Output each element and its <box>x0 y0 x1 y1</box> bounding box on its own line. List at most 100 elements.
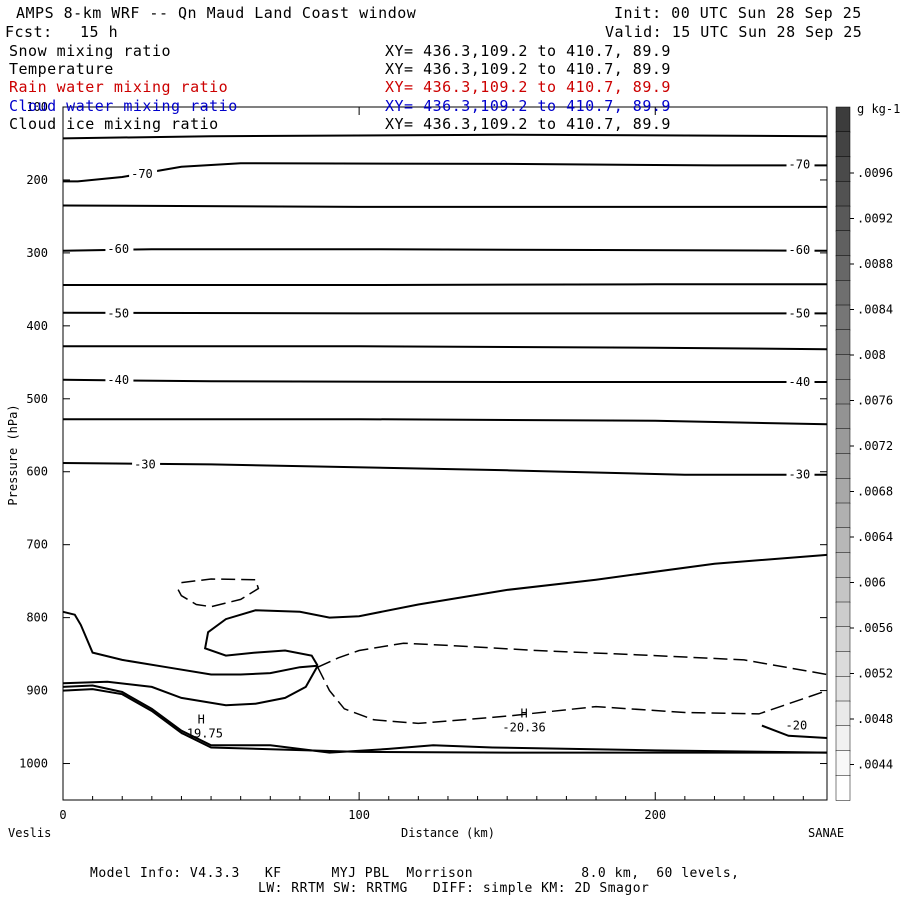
high-value: -20.36 <box>502 721 545 735</box>
colorbar-label: .0044 <box>857 758 893 772</box>
colorbar-cell <box>835 725 851 752</box>
colorbar-label: .0056 <box>857 621 893 635</box>
isotherm-line <box>62 684 828 754</box>
colorbar-label: .0076 <box>857 394 893 408</box>
high-marker: H <box>520 707 527 721</box>
field-xy: XY= 436.3,109.2 to 410.7, 89.9 <box>385 78 671 97</box>
contour-labels: -70-70-60 -60-50 -50-40 -40-30-30-20H-19.75… <box>105 156 815 741</box>
colorbar-cell <box>835 379 851 405</box>
colorbar-cell <box>835 428 851 455</box>
isotherm-line <box>63 162 827 183</box>
fcst-value: 15 h <box>80 23 119 41</box>
isotherm-label-bg <box>129 166 158 181</box>
colorbar-cell <box>835 527 851 554</box>
isotherm-label-right: -30 <box>789 468 811 482</box>
field-name: Rain water mixing ratio <box>9 78 229 97</box>
y-tick-label: 200 <box>26 173 48 187</box>
contour-lines <box>62 133 828 754</box>
colorbar: .0096 .0092 .0088 .0084 .008 .0076 .0072 .0068.… <box>835 106 893 801</box>
isotherm-line <box>62 311 827 315</box>
isotherm-line <box>62 688 827 754</box>
plot-frame <box>62 106 828 801</box>
x-endpoint-right: SANAE <box>808 826 844 840</box>
colorbar-cell <box>835 626 851 653</box>
isotherm-label-right: -40 <box>789 375 811 389</box>
isotherm-label-left: -50 <box>107 306 129 320</box>
fcst-label: Fcst: <box>5 23 53 41</box>
x-axis-label: Distance (km) <box>401 826 495 840</box>
x-endpoint-left: Veslis <box>8 826 51 840</box>
cloud-ice-contour <box>317 642 828 676</box>
isotherm-label-left: -40 <box>107 373 129 387</box>
colorbar-cell <box>835 304 851 331</box>
isotherm-label-right: -70 <box>789 158 811 172</box>
isotherm-line <box>203 553 828 667</box>
isotherm-line <box>62 665 319 707</box>
valid-time: Valid: 15 UTC Sun 28 Sep 25 <box>605 23 863 41</box>
colorbar-cell <box>835 255 851 281</box>
colorbar-cell <box>835 329 851 356</box>
colorbar-label: .0048 <box>857 712 893 726</box>
isotherm-label-bg <box>786 305 815 320</box>
colorbar-label: .008 <box>857 348 886 362</box>
isotherm-label-bg <box>783 717 812 732</box>
colorbar-cell <box>835 552 851 578</box>
y-tick-label: 600 <box>26 465 48 479</box>
isotherm-label-bg <box>132 456 161 471</box>
isotherm-line <box>62 610 318 676</box>
axes: 0 100 200 100 200 300 400 500 600 700 800 900 1000 <box>19 100 828 822</box>
isotherm-label-right: -20 <box>786 719 808 733</box>
isotherm-label-right: -50 <box>789 306 811 320</box>
isotherm-label-left: -30 <box>134 457 156 471</box>
y-tick-label: 300 <box>26 246 48 260</box>
isotherm-label-bg <box>786 241 815 256</box>
colorbar-cell <box>835 750 851 776</box>
y-tick-label: 900 <box>26 684 48 698</box>
isotherm-label-bg <box>786 466 815 481</box>
field-name: Snow mixing ratio <box>9 42 172 60</box>
cloud-ice-contour <box>174 578 260 608</box>
x-tick-label: 200 <box>644 808 666 822</box>
x-tick-label: 100 <box>348 808 370 822</box>
isotherm-line <box>62 133 828 140</box>
high-value: -19.75 <box>180 727 223 741</box>
y-tick-label: 400 <box>26 319 48 333</box>
isotherm-label-bg <box>105 305 134 320</box>
colorbar-cell <box>835 453 851 479</box>
isotherm-line <box>63 418 828 426</box>
model-info-line1: Model Info: V4.3.3 KF MYJ PBL Morrison 8… <box>90 866 740 881</box>
isotherm-label-bg <box>786 374 815 389</box>
y-tick-label: 700 <box>26 538 48 552</box>
y-tick-label: 800 <box>26 611 48 625</box>
colorbar-label: .0052 <box>857 667 893 681</box>
isotherm-line <box>62 462 827 476</box>
isotherm-line <box>63 283 827 286</box>
colorbar-cell <box>835 181 851 207</box>
isotherm-line <box>62 204 827 208</box>
y-tick-label: 100 <box>26 100 48 114</box>
colorbar-label: .0072 <box>857 439 893 453</box>
colorbar-cell <box>835 478 851 504</box>
page-title: AMPS 8-km WRF -- Qn Maud Land Coast wind… <box>16 4 417 22</box>
colorbar-cell <box>835 354 851 380</box>
colorbar-cell <box>835 676 851 702</box>
colorbar-label: .0088 <box>857 257 893 271</box>
isotherm-label-bg <box>786 156 815 171</box>
colorbar-cell <box>835 601 851 628</box>
colorbar-cell <box>835 280 851 306</box>
colorbar-cell <box>835 131 851 158</box>
colorbar-label: .0096 <box>857 166 893 180</box>
cloud-ice-contour <box>317 666 828 725</box>
colorbar-label: .0092 <box>857 212 893 226</box>
colorbar-label: .0064 <box>857 530 893 544</box>
field-xy: XY= 436.3,109.2 to 410.7, 89.9 <box>385 42 671 60</box>
isotherm-label-right: -60 <box>789 243 811 257</box>
isotherm-line <box>63 345 828 351</box>
colorbar-cell <box>835 156 851 182</box>
colorbar-cell <box>835 700 851 727</box>
isotherm-line <box>62 248 828 252</box>
colorbar-cell <box>835 775 851 801</box>
colorbar-cell <box>835 577 851 603</box>
colorbar-cell <box>835 205 851 232</box>
isotherm-label-left: -70 <box>131 167 153 181</box>
